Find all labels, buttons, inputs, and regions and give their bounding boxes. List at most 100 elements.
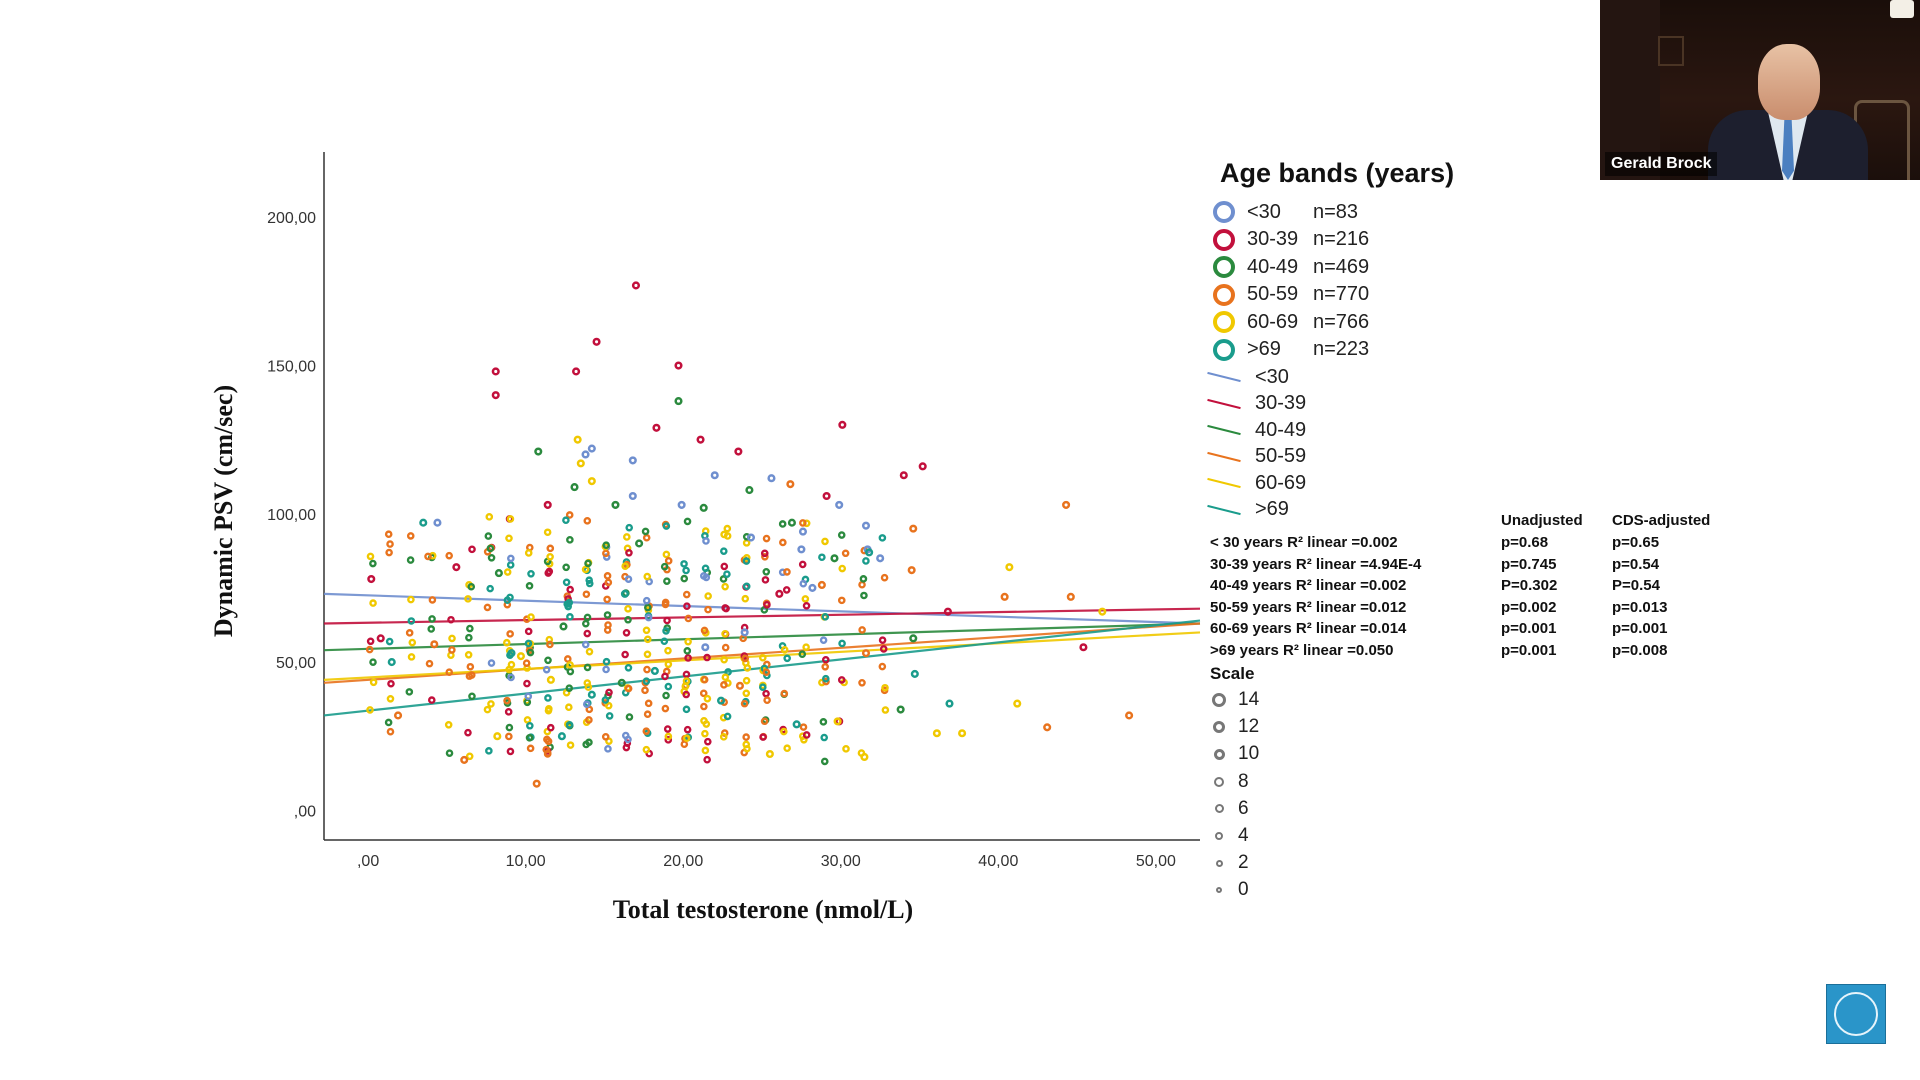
scatter-point	[504, 708, 513, 716]
scatter-point	[602, 657, 611, 666]
lamp	[1890, 0, 1914, 18]
scatter-point	[1013, 699, 1022, 708]
scatter-point	[505, 534, 513, 543]
scatter-point	[406, 556, 415, 564]
scatter-point	[699, 689, 708, 698]
scatter-point	[386, 694, 395, 703]
scatter-point	[664, 557, 673, 565]
scatter-point	[484, 532, 493, 540]
x-axis-title: Total testosterone (nmol/L)	[613, 895, 913, 924]
scatter-point	[503, 696, 511, 705]
scatter-point	[507, 673, 515, 682]
scatter-point	[623, 533, 631, 541]
scatter-point	[621, 562, 629, 571]
scatter-point	[735, 681, 744, 690]
scatter-point	[742, 676, 751, 685]
scatter-point	[602, 549, 610, 558]
scale-label: 10	[1238, 743, 1260, 765]
p-unadjusted: p=0.001	[1501, 620, 1557, 637]
scatter-point	[780, 689, 789, 698]
p-unadjusted: P=0.302	[1501, 577, 1558, 594]
p-adjusted: p=0.65	[1612, 534, 1660, 551]
scatter-point	[491, 391, 500, 400]
scatter-point	[642, 677, 651, 685]
scale-label: 6	[1238, 797, 1249, 819]
scatter-point	[468, 692, 476, 701]
p-adjusted: p=0.008	[1612, 641, 1668, 659]
legend-item-marker: >69 n=223	[1205, 337, 1369, 363]
scatter-point	[682, 677, 691, 685]
scatter-point	[506, 561, 515, 569]
y-tick-label: 100,00	[267, 507, 316, 524]
p-unadjusted: p=0.745	[1501, 555, 1557, 573]
scatter-point	[464, 728, 472, 737]
legend-item-marker: 40-49 n=469	[1205, 254, 1369, 280]
speaker-tie	[1782, 118, 1794, 180]
scatter-point	[660, 637, 669, 646]
legend-ring-icon	[1213, 338, 1235, 361]
legend-line-icon	[1207, 371, 1241, 383]
scatter-point	[663, 616, 671, 625]
scatter-point	[507, 554, 515, 563]
scatter-point	[557, 732, 566, 741]
scatter-point	[879, 645, 888, 653]
scatter-point	[643, 572, 652, 581]
scatter-point	[860, 752, 869, 762]
scatter-point	[860, 591, 868, 600]
speaker-video: Gerald Brock	[1600, 0, 1920, 180]
scatter-point	[743, 744, 751, 753]
scatter-point	[559, 622, 568, 631]
scatter-point	[583, 613, 592, 622]
scatter-point	[583, 629, 592, 638]
scatter-point	[821, 537, 829, 546]
scatter-point	[876, 554, 885, 563]
scatter-point	[1062, 500, 1071, 509]
scatter-point	[821, 613, 830, 621]
scatter-point	[546, 544, 555, 553]
scatter-point	[486, 584, 494, 593]
scatter-point	[447, 615, 455, 624]
scatter-point	[786, 480, 795, 489]
scatter-point	[878, 636, 887, 644]
scatter-point	[861, 649, 871, 658]
scatter-point	[818, 553, 826, 562]
scatter-point	[943, 607, 952, 616]
scatter-point	[838, 639, 846, 648]
scatter-point	[775, 589, 784, 598]
scatter-point	[763, 671, 771, 680]
scatter-point	[407, 653, 416, 661]
scatter-point	[544, 656, 552, 665]
legend-label: <30	[1255, 365, 1289, 388]
scatter-point	[583, 517, 592, 525]
scatter-point	[604, 701, 613, 710]
scatter-point	[819, 718, 828, 726]
scatter-point	[505, 732, 513, 741]
scatter-point	[483, 603, 492, 612]
scatter-point	[502, 638, 511, 647]
scatter-point	[582, 590, 591, 599]
scale-label: 14	[1238, 689, 1260, 710]
scatter-point	[585, 647, 594, 656]
scatter-point	[485, 513, 494, 521]
scatter-point	[858, 679, 866, 687]
scatter-point	[523, 679, 531, 688]
scatter-point	[365, 645, 374, 654]
scatter-point	[516, 652, 525, 661]
scatter-point	[762, 534, 771, 543]
scatter-point	[585, 716, 593, 724]
scatter-point	[865, 548, 874, 557]
scatter-point	[572, 367, 581, 376]
scatter-point	[742, 689, 751, 698]
scatter-point	[424, 552, 432, 561]
scatter-point	[746, 533, 756, 542]
scatter-point	[742, 582, 751, 591]
scatter-point	[525, 734, 534, 742]
scatter-point	[427, 696, 436, 704]
scatter-point	[719, 733, 728, 741]
scatter-point	[466, 624, 474, 633]
scatter-point	[664, 732, 673, 741]
x-tick-label: 30,00	[821, 853, 861, 870]
scatter-point	[782, 586, 791, 594]
scatter-point	[491, 367, 500, 376]
y-axis-title: Dynamic PSV (cm/sec)	[209, 385, 238, 637]
